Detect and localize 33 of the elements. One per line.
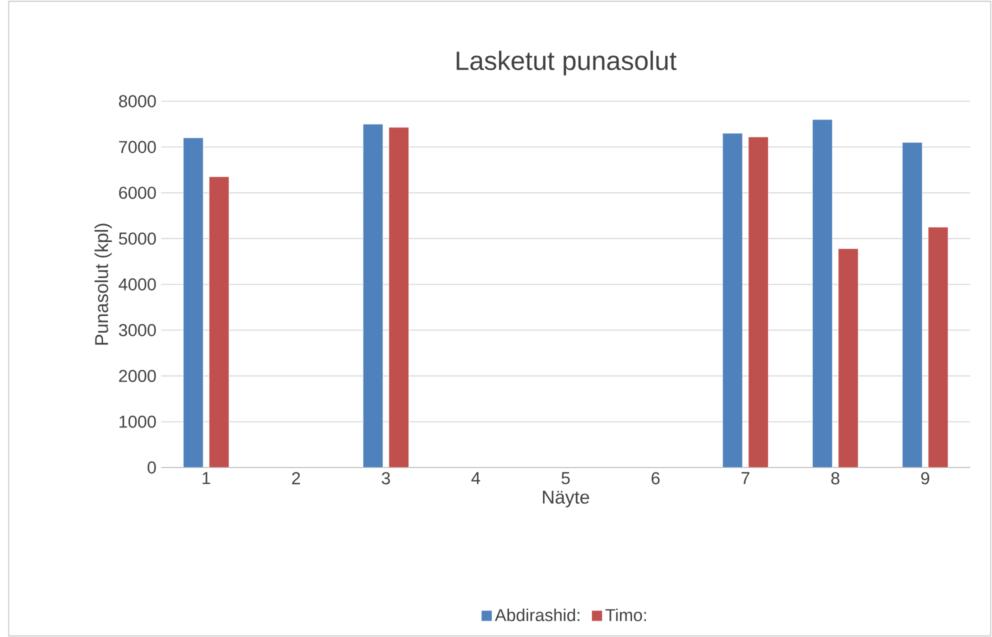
chart-title: Lasketut punasolut <box>456 50 677 76</box>
y-tick-label: 6000 <box>119 186 156 199</box>
bar <box>838 248 858 468</box>
bar <box>722 132 743 468</box>
bar <box>183 138 204 468</box>
x-tick-label: 7 <box>742 472 750 484</box>
bar <box>748 136 768 468</box>
y-tick-label: 7000 <box>119 140 156 154</box>
y-tick-label: 8000 <box>119 95 156 108</box>
bar <box>812 119 833 468</box>
bar <box>388 127 409 468</box>
bar <box>928 226 948 468</box>
x-tick-label: 6 <box>652 472 660 484</box>
legend-label: Timo: <box>606 608 646 622</box>
y-axis-title: Punasolut (kpl) <box>94 224 112 345</box>
bar <box>902 142 922 468</box>
x-tick-label: 5 <box>562 472 570 484</box>
legend-label: Abdirashid: <box>494 608 580 622</box>
bar <box>362 124 384 468</box>
x-tick-label: 1 <box>202 472 210 484</box>
y-tick-label: 3000 <box>118 324 156 336</box>
x-tick-label: 2 <box>292 472 300 484</box>
y-tick-label: 1000 <box>120 416 156 428</box>
x-tick-label: 8 <box>831 472 840 484</box>
y-tick-label: 2000 <box>119 370 156 382</box>
x-tick-label: 9 <box>921 472 930 484</box>
x-tick-label: 3 <box>382 472 390 484</box>
y-tick-label: 4000 <box>118 278 156 290</box>
y-tick-label: 0 <box>148 461 156 474</box>
x-tick-label: 4 <box>471 472 480 484</box>
x-axis-title: Näyte <box>542 490 590 508</box>
y-tick-label: 5000 <box>118 232 156 245</box>
bar <box>208 176 230 468</box>
